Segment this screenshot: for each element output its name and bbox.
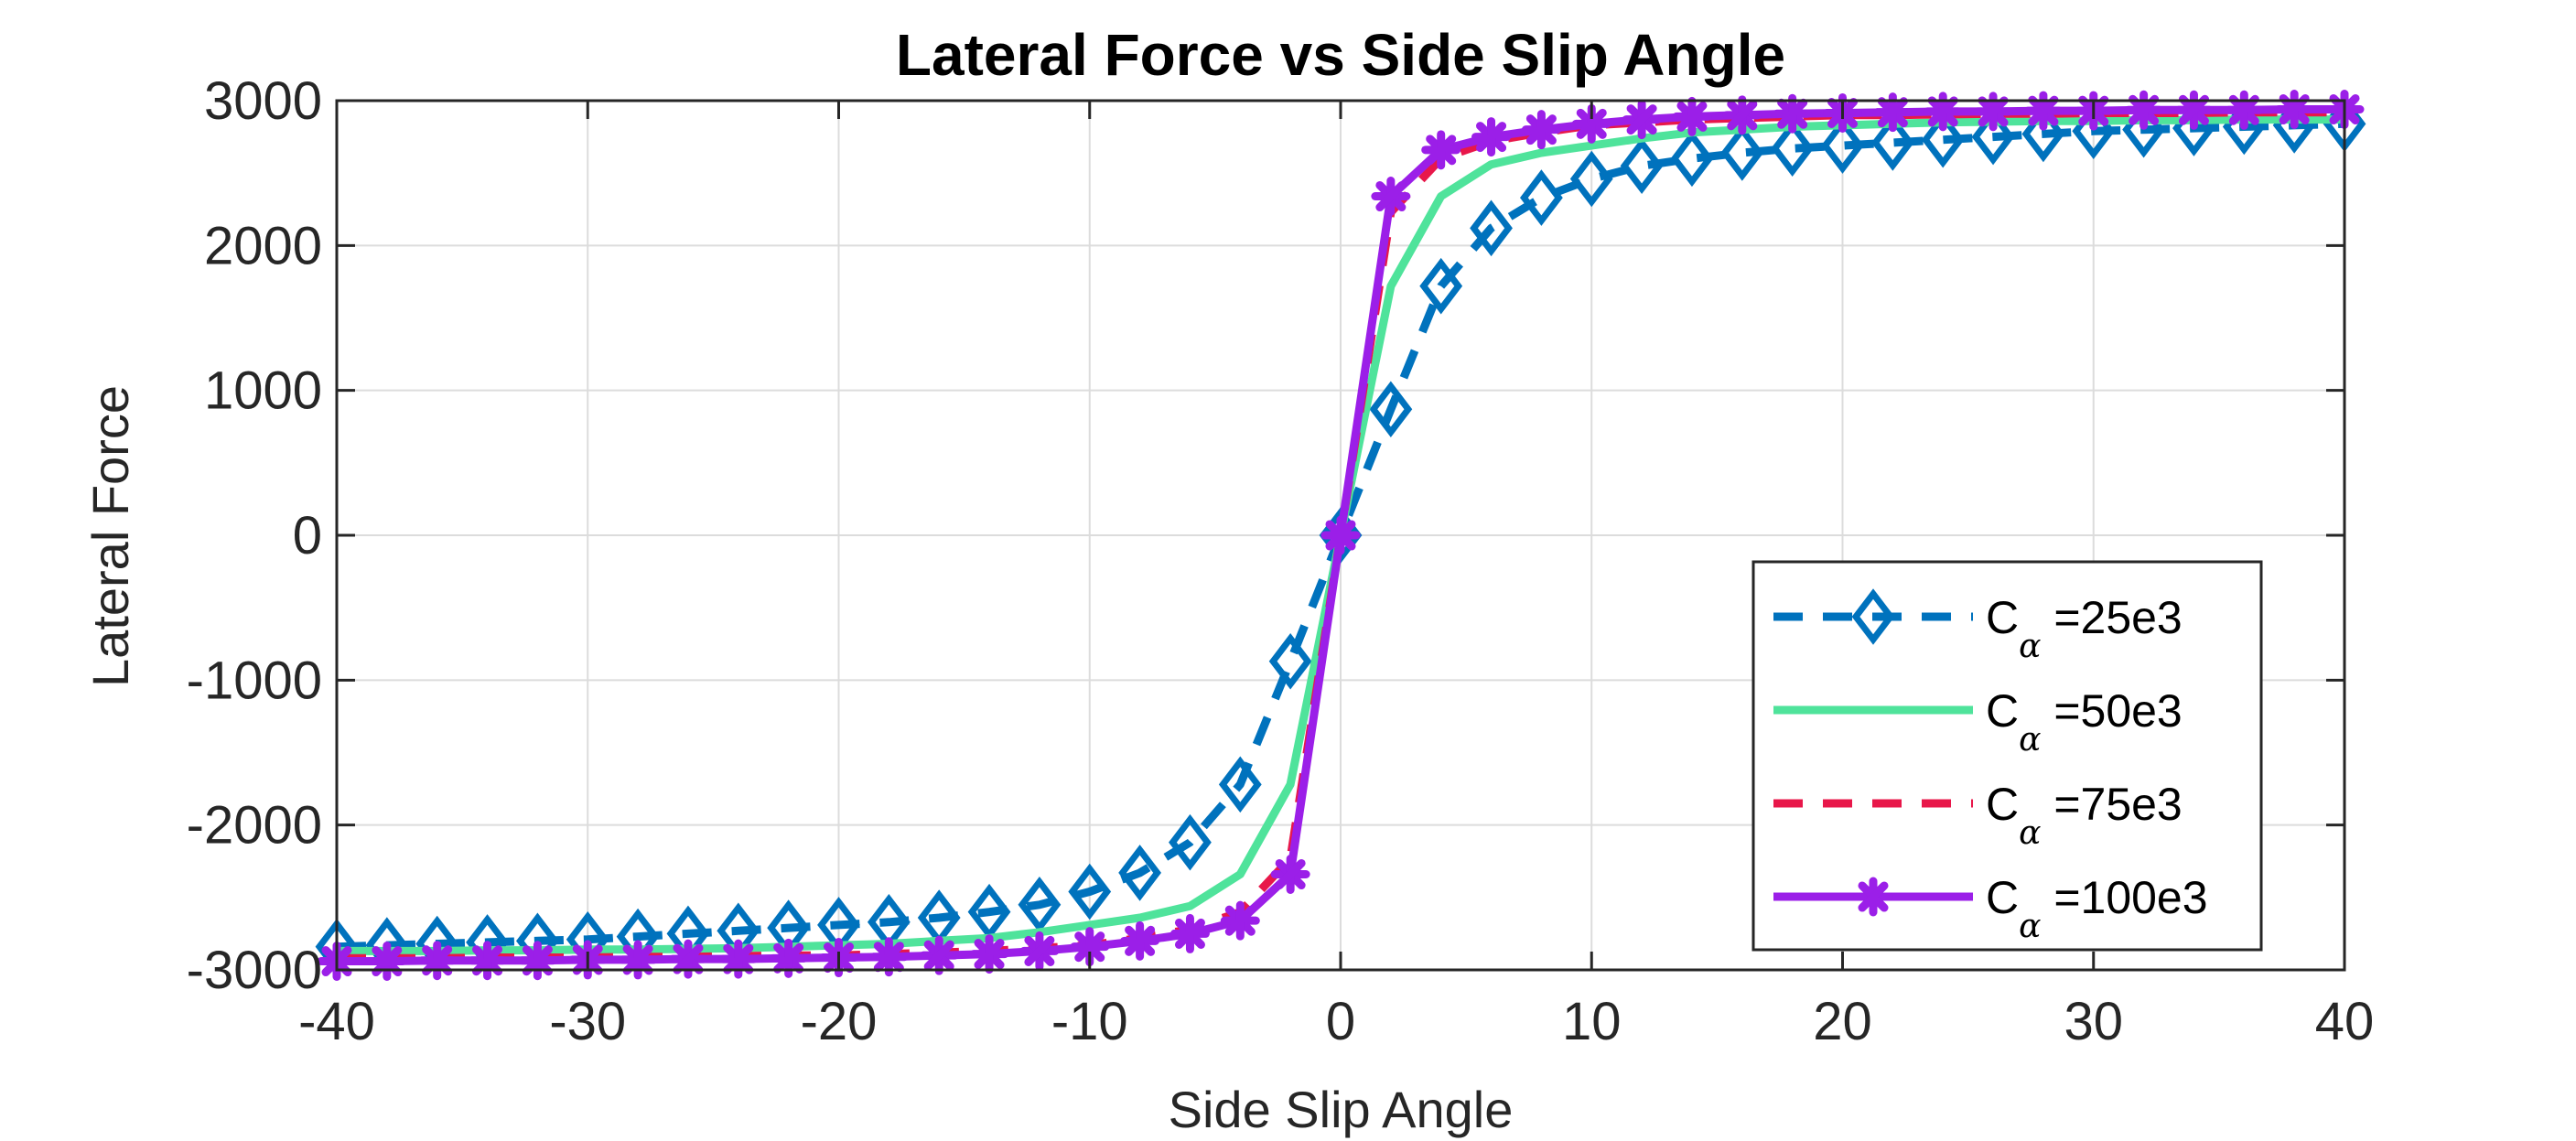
data-point bbox=[1672, 96, 1712, 136]
x-axis-label: Side Slip Angle bbox=[1169, 1081, 1514, 1138]
legend-label-4: Cα =100e3 bbox=[1986, 872, 2208, 945]
legend-label-3: Cα =75e3 bbox=[1986, 779, 2183, 852]
data-point bbox=[919, 935, 959, 975]
data-point bbox=[868, 937, 909, 977]
data-point bbox=[1670, 130, 1714, 188]
x-tick-label: -10 bbox=[1051, 992, 1128, 1051]
data-point bbox=[1870, 114, 1914, 171]
data-point bbox=[468, 941, 508, 981]
data-point bbox=[1421, 130, 1461, 170]
data-point bbox=[2274, 90, 2314, 129]
y-axis-label: Lateral Force bbox=[81, 385, 139, 687]
data-point bbox=[2021, 105, 2065, 163]
data-point bbox=[1218, 756, 1262, 813]
data-point bbox=[1419, 257, 1463, 315]
data-point bbox=[1268, 632, 1312, 690]
legend-value: =75e3 bbox=[2041, 779, 2182, 830]
legend-symbol: C bbox=[1986, 592, 2019, 643]
data-point bbox=[1019, 931, 1060, 971]
data-point bbox=[969, 934, 1009, 974]
x-tick-label: -30 bbox=[549, 992, 626, 1051]
data-point bbox=[1821, 117, 1864, 174]
data-point bbox=[1722, 95, 1762, 135]
chart-title: Lateral Force vs Side Slip Angle bbox=[896, 22, 1785, 88]
y-tick-label: 3000 bbox=[204, 71, 322, 131]
legend-subscript: α bbox=[2019, 628, 2041, 665]
legend-label-1: Cα =25e3 bbox=[1986, 592, 2183, 665]
ticks: -40 -30 -20 -10 0 10 20 30 40 -3000 -2000 -1000 0 100… bbox=[187, 71, 2375, 1051]
data-point bbox=[1118, 845, 1161, 901]
data-point bbox=[2124, 90, 2164, 130]
data-point bbox=[367, 942, 407, 981]
data-point bbox=[1320, 515, 1361, 555]
legend-marker-1 bbox=[1851, 588, 1895, 645]
data-point bbox=[1220, 900, 1260, 941]
legend-marker-4 bbox=[1853, 877, 1893, 917]
data-point bbox=[1369, 381, 1413, 438]
y-tick-label: -2000 bbox=[187, 796, 322, 856]
data-point bbox=[1971, 108, 2015, 166]
data-point bbox=[417, 941, 458, 981]
legend-label-2: Cα =50e3 bbox=[1986, 685, 2183, 759]
x-tick-label: -20 bbox=[801, 992, 878, 1051]
legend-box bbox=[1751, 560, 2263, 952]
data-point bbox=[1371, 177, 1411, 216]
x-tick-label: -40 bbox=[298, 992, 375, 1051]
x-tick-label: 40 bbox=[2315, 992, 2375, 1051]
y-tick-label: 2000 bbox=[204, 216, 322, 275]
data-point bbox=[668, 939, 708, 979]
y-tick-label: 0 bbox=[293, 506, 322, 565]
legend-subscript: α bbox=[2019, 814, 2041, 852]
data-point bbox=[1120, 920, 1160, 961]
data-point bbox=[1169, 913, 1210, 953]
data-point bbox=[1470, 199, 1513, 257]
data-point bbox=[2224, 90, 2264, 130]
data-point bbox=[1471, 117, 1512, 157]
legend-value: =100e3 bbox=[2041, 872, 2207, 923]
data-point bbox=[1169, 813, 1212, 871]
data-point bbox=[517, 941, 557, 981]
y-tick-label: -1000 bbox=[187, 651, 322, 710]
legend-symbol: C bbox=[1986, 685, 2019, 737]
data-point bbox=[1520, 169, 1563, 226]
data-point bbox=[1018, 876, 1062, 933]
legend-value: =25e3 bbox=[2041, 592, 2182, 643]
data-point bbox=[1771, 120, 1815, 178]
legend-subscript: α bbox=[2019, 908, 2041, 945]
legend-subscript: α bbox=[2019, 721, 2041, 759]
data-point bbox=[1720, 124, 1764, 181]
data-point bbox=[1070, 927, 1110, 967]
data-point bbox=[1620, 137, 1664, 195]
series-layer bbox=[315, 90, 2366, 981]
legend-symbol: C bbox=[1986, 779, 2019, 830]
data-point bbox=[1622, 100, 1662, 140]
data-point bbox=[1921, 111, 1965, 168]
data-point bbox=[1569, 150, 1613, 208]
y-tick-label: -3000 bbox=[187, 941, 322, 1000]
data-point bbox=[1521, 110, 1561, 150]
data-point bbox=[1270, 855, 1310, 894]
legend-symbol: C bbox=[1986, 872, 2019, 923]
legend-value: =50e3 bbox=[2041, 685, 2182, 737]
x-tick-label: 30 bbox=[2064, 992, 2123, 1051]
x-tick-label: 20 bbox=[1813, 992, 1872, 1051]
data-point bbox=[1068, 863, 1112, 920]
x-tick-label: 10 bbox=[1562, 992, 1622, 1051]
y-tick-label: 1000 bbox=[204, 361, 322, 421]
data-point bbox=[2173, 90, 2214, 130]
data-point bbox=[1773, 93, 1813, 134]
x-tick-label: 0 bbox=[1326, 992, 1355, 1051]
